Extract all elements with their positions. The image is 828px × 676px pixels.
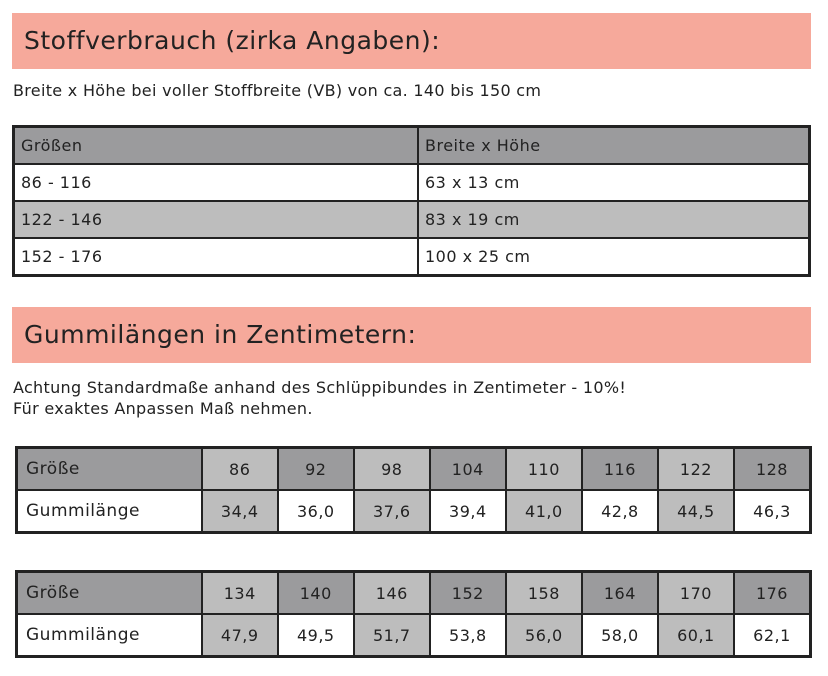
length-label: Gummilänge <box>15 489 203 534</box>
fabric-subtitle: Breite x Höhe bei voller Stoffbreite (VB… <box>13 81 542 100</box>
size-label: Größe <box>15 570 203 615</box>
cell-dimensions: 63 x 13 cm <box>417 163 811 202</box>
size-cell: 104 <box>428 446 507 491</box>
cell-size: 86 - 116 <box>12 163 419 202</box>
table-row: 86 - 116 63 x 13 cm <box>12 163 811 202</box>
cell-size: 122 - 146 <box>12 200 419 239</box>
cell-dimensions: 100 x 25 cm <box>417 237 811 277</box>
length-label: Gummilänge <box>15 613 203 658</box>
length-cell: 62,1 <box>732 613 812 658</box>
cell-size: 152 - 176 <box>12 237 419 277</box>
length-cell: 42,8 <box>580 489 659 534</box>
elastic-note-2: Für exaktes Anpassen Maß nehmen. <box>13 399 313 418</box>
section-title-fabric: Stoffverbrauch (zirka Angaben): <box>12 13 811 69</box>
size-cell: 98 <box>352 446 431 491</box>
size-cell: 152 <box>428 570 507 615</box>
header-sizes: Größen <box>12 125 419 165</box>
size-cell: 176 <box>732 570 812 615</box>
length-cell: 53,8 <box>428 613 507 658</box>
length-cell: 49,5 <box>276 613 355 658</box>
header-dimensions: Breite x Höhe <box>417 125 811 165</box>
table-row: 152 - 176 100 x 25 cm <box>12 237 811 277</box>
elastic-table-2: Größe 134 140 146 152 158 164 170 176 Gummilänge 4… <box>15 570 812 658</box>
size-cell: 92 <box>276 446 355 491</box>
length-cell: 46,3 <box>732 489 812 534</box>
elastic-note-1: Achtung Standardmaße anhand des Schlüppi… <box>13 378 627 397</box>
length-cell: 58,0 <box>580 613 659 658</box>
size-cell: 128 <box>732 446 812 491</box>
size-label: Größe <box>15 446 203 491</box>
length-row: Gummilänge 47,9 49,5 51,7 53,8 56,0 58,0 60,1 62… <box>15 613 812 658</box>
size-cell: 86 <box>200 446 279 491</box>
length-cell: 56,0 <box>504 613 583 658</box>
size-cell: 140 <box>276 570 355 615</box>
size-cell: 164 <box>580 570 659 615</box>
fabric-table: Größen Breite x Höhe 86 - 116 63 x 13 cm… <box>12 125 811 277</box>
table-row: 122 - 146 83 x 19 cm <box>12 200 811 239</box>
size-cell: 146 <box>352 570 431 615</box>
section-title-elastic: Gummilängen in Zentimetern: <box>12 307 811 363</box>
cell-dimensions: 83 x 19 cm <box>417 200 811 239</box>
length-cell: 44,5 <box>656 489 735 534</box>
size-cell: 134 <box>200 570 279 615</box>
size-cell: 110 <box>504 446 583 491</box>
length-cell: 37,6 <box>352 489 431 534</box>
size-cell: 170 <box>656 570 735 615</box>
length-cell: 36,0 <box>276 489 355 534</box>
length-cell: 41,0 <box>504 489 583 534</box>
size-cell: 122 <box>656 446 735 491</box>
length-cell: 34,4 <box>200 489 279 534</box>
table-header-row: Größen Breite x Höhe <box>12 125 811 165</box>
length-cell: 39,4 <box>428 489 507 534</box>
length-cell: 51,7 <box>352 613 431 658</box>
elastic-table-1: Größe 86 92 98 104 110 116 122 128 Gummilänge 34,4… <box>15 446 812 534</box>
size-row: Größe 134 140 146 152 158 164 170 176 <box>15 570 812 615</box>
size-row: Größe 86 92 98 104 110 116 122 128 <box>15 446 812 491</box>
size-cell: 116 <box>580 446 659 491</box>
length-cell: 60,1 <box>656 613 735 658</box>
length-row: Gummilänge 34,4 36,0 37,6 39,4 41,0 42,8 44,5 46… <box>15 489 812 534</box>
size-cell: 158 <box>504 570 583 615</box>
length-cell: 47,9 <box>200 613 279 658</box>
